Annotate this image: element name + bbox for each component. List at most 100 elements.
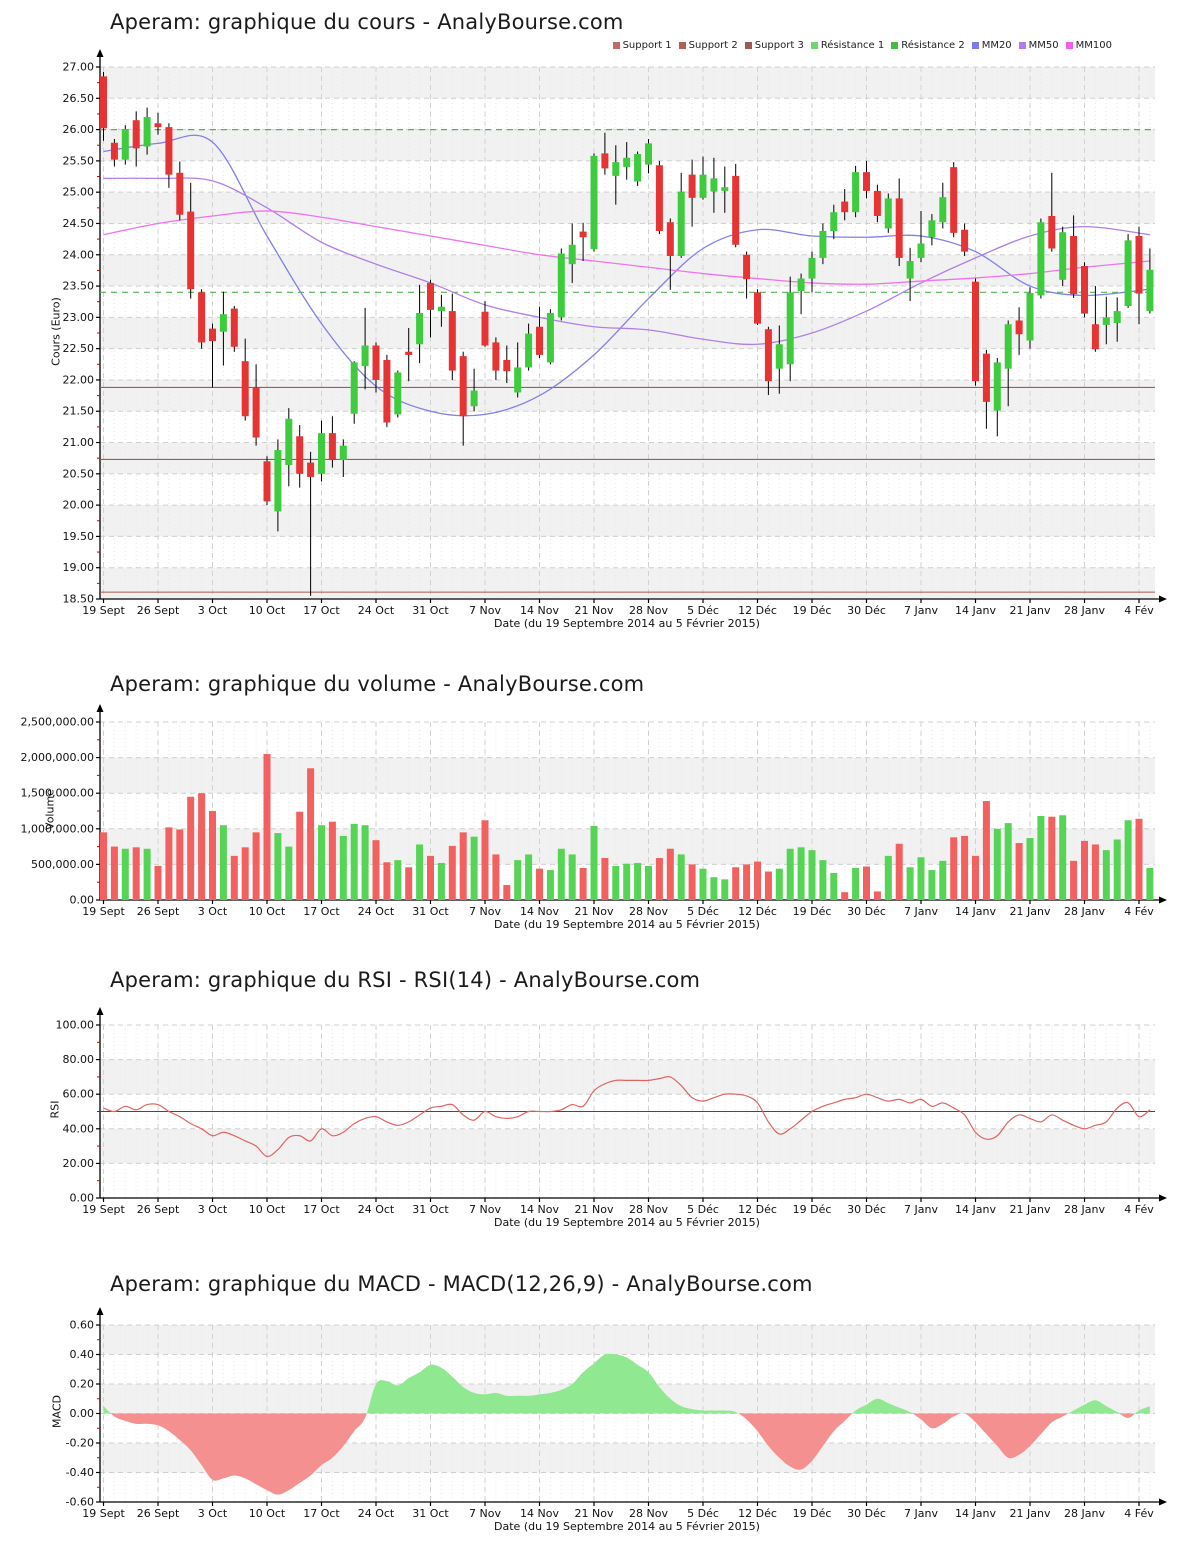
svg-text:21 Janv: 21 Janv <box>1010 1203 1051 1216</box>
svg-text:28 Nov: 28 Nov <box>629 1203 668 1216</box>
rsi-chart-title: Aperam: graphique du RSI - RSI(14) - Ana… <box>110 968 701 992</box>
macd-chart-title: Aperam: graphique du MACD - MACD(12,26,9… <box>110 1272 813 1296</box>
svg-text:4 Fév: 4 Fév <box>1124 1203 1154 1216</box>
svg-text:30 Déc: 30 Déc <box>847 604 886 617</box>
svg-text:19.50: 19.50 <box>63 530 95 543</box>
svg-text:-0.60: -0.60 <box>66 1496 94 1509</box>
rsi-x-axis-title: Date (du 19 Septembre 2014 au 5 Février … <box>494 1216 760 1229</box>
svg-text:26 Sept: 26 Sept <box>137 604 180 617</box>
svg-text:28 Janv: 28 Janv <box>1064 1507 1105 1520</box>
svg-text:5 Déc: 5 Déc <box>687 1203 719 1216</box>
svg-text:19 Déc: 19 Déc <box>793 604 832 617</box>
svg-text:100.00: 100.00 <box>56 1019 95 1032</box>
legend-label: MM20 <box>981 40 1012 51</box>
svg-text:5 Déc: 5 Déc <box>687 604 719 617</box>
svg-text:19 Sept: 19 Sept <box>82 905 125 918</box>
svg-text:80.00: 80.00 <box>63 1053 95 1066</box>
svg-text:31 Oct: 31 Oct <box>412 1203 449 1216</box>
macd-x-axis-title: Date (du 19 Septembre 2014 au 5 Février … <box>494 1520 760 1533</box>
svg-text:20.00: 20.00 <box>63 499 95 512</box>
svg-text:21 Janv: 21 Janv <box>1010 604 1051 617</box>
price-y-axis-label: Cours (Euro) <box>49 297 63 366</box>
svg-text:14 Nov: 14 Nov <box>520 905 559 918</box>
svg-text:7 Janv: 7 Janv <box>904 905 938 918</box>
legend-label: MM100 <box>1075 40 1112 51</box>
svg-text:19 Sept: 19 Sept <box>82 1507 125 1520</box>
svg-text:3 Oct: 3 Oct <box>198 905 228 918</box>
svg-text:26 Sept: 26 Sept <box>137 905 180 918</box>
legend-label: Résistance 2 <box>901 40 965 51</box>
svg-text:2,000,000.00: 2,000,000.00 <box>21 751 94 764</box>
svg-text:24.50: 24.50 <box>63 217 95 230</box>
svg-text:14 Janv: 14 Janv <box>955 1507 996 1520</box>
price-chart-title: Aperam: graphique du cours - AnalyBourse… <box>110 10 624 34</box>
svg-text:28 Janv: 28 Janv <box>1064 604 1105 617</box>
svg-text:14 Janv: 14 Janv <box>955 905 996 918</box>
svg-text:28 Janv: 28 Janv <box>1064 905 1105 918</box>
svg-text:28 Nov: 28 Nov <box>629 604 668 617</box>
svg-text:0.60: 0.60 <box>70 1319 95 1332</box>
svg-text:3 Oct: 3 Oct <box>198 604 228 617</box>
svg-text:7 Janv: 7 Janv <box>904 1507 938 1520</box>
svg-text:22.00: 22.00 <box>63 373 95 386</box>
legend-label: MM50 <box>1028 40 1059 51</box>
svg-text:7 Janv: 7 Janv <box>904 604 938 617</box>
svg-text:19 Déc: 19 Déc <box>793 1507 832 1520</box>
svg-text:22.50: 22.50 <box>63 342 95 355</box>
svg-text:14 Janv: 14 Janv <box>955 604 996 617</box>
svg-text:30 Déc: 30 Déc <box>847 1507 886 1520</box>
svg-text:21 Janv: 21 Janv <box>1010 905 1051 918</box>
legend-swatch-icon <box>744 42 752 49</box>
macd-y-axis-label: MACD <box>50 1395 64 1428</box>
svg-text:12 Déc: 12 Déc <box>738 1203 777 1216</box>
svg-text:0.00: 0.00 <box>70 894 95 907</box>
svg-text:10 Oct: 10 Oct <box>249 1203 286 1216</box>
svg-text:26 Sept: 26 Sept <box>137 1507 180 1520</box>
legend-item-mm50: MM50 <box>1018 40 1059 51</box>
svg-text:60.00: 60.00 <box>63 1088 95 1101</box>
svg-text:14 Janv: 14 Janv <box>955 1203 996 1216</box>
legend-swatch-icon <box>1065 42 1073 49</box>
svg-text:14 Nov: 14 Nov <box>520 1507 559 1520</box>
legend-item-mm100: MM100 <box>1065 40 1112 51</box>
svg-text:1,000,000.00: 1,000,000.00 <box>21 822 94 835</box>
svg-text:10 Oct: 10 Oct <box>249 604 286 617</box>
svg-text:500,000.00: 500,000.00 <box>31 858 94 871</box>
svg-text:7 Nov: 7 Nov <box>469 604 501 617</box>
svg-text:19.00: 19.00 <box>63 561 95 574</box>
svg-text:26.00: 26.00 <box>63 123 95 136</box>
svg-text:31 Oct: 31 Oct <box>412 604 449 617</box>
svg-text:25.50: 25.50 <box>63 154 95 167</box>
svg-text:31 Oct: 31 Oct <box>412 1507 449 1520</box>
svg-text:21 Nov: 21 Nov <box>575 1507 614 1520</box>
svg-text:4 Fév: 4 Fév <box>1124 604 1154 617</box>
svg-text:3 Oct: 3 Oct <box>198 1203 228 1216</box>
svg-text:4 Fév: 4 Fév <box>1124 1507 1154 1520</box>
svg-text:21 Nov: 21 Nov <box>575 1203 614 1216</box>
svg-text:21.50: 21.50 <box>63 405 95 418</box>
svg-text:12 Déc: 12 Déc <box>738 905 777 918</box>
svg-text:19 Déc: 19 Déc <box>793 1203 832 1216</box>
svg-text:10 Oct: 10 Oct <box>249 1507 286 1520</box>
legend-swatch-icon <box>1018 42 1026 49</box>
volume-x-axis-title: Date (du 19 Septembre 2014 au 5 Février … <box>494 918 760 931</box>
svg-text:2,500,000.00: 2,500,000.00 <box>21 716 94 729</box>
svg-text:-0.40: -0.40 <box>66 1466 94 1479</box>
svg-text:24 Oct: 24 Oct <box>358 1203 395 1216</box>
svg-text:0.00: 0.00 <box>70 1192 95 1205</box>
volume-chart-title: Aperam: graphique du volume - AnalyBours… <box>110 672 645 696</box>
svg-text:17 Oct: 17 Oct <box>303 905 340 918</box>
svg-text:40.00: 40.00 <box>63 1122 95 1135</box>
svg-text:20.00: 20.00 <box>63 1157 95 1170</box>
svg-text:27.00: 27.00 <box>63 61 95 74</box>
svg-text:21.00: 21.00 <box>63 436 95 449</box>
svg-text:21 Nov: 21 Nov <box>575 905 614 918</box>
legend-swatch-icon <box>971 42 979 49</box>
svg-text:17 Oct: 17 Oct <box>303 1507 340 1520</box>
legend-swatch-icon <box>810 42 818 49</box>
svg-text:0.40: 0.40 <box>70 1348 95 1361</box>
svg-text:1,500,000.00: 1,500,000.00 <box>21 787 94 800</box>
svg-text:4 Fév: 4 Fév <box>1124 905 1154 918</box>
